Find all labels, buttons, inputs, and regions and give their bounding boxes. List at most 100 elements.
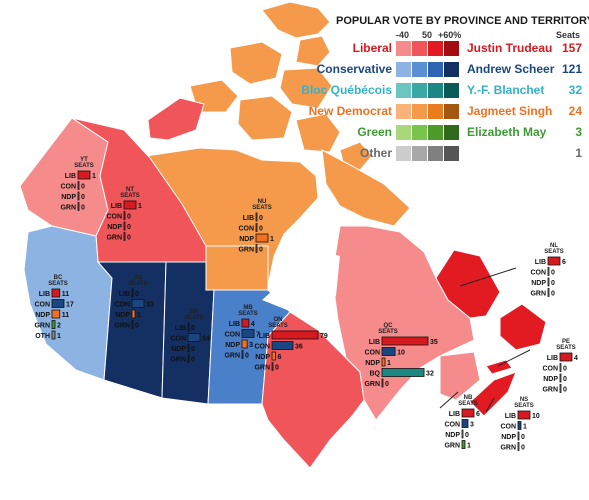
region-pe [485, 359, 513, 375]
seat-value: 10 [397, 350, 405, 357]
seat-value: 11 [62, 291, 70, 298]
seat-bar [547, 288, 550, 297]
party-abbrev: CON [530, 270, 546, 277]
seat-bar [381, 336, 429, 346]
seat-bar [547, 256, 561, 266]
legend-row: Green Elizabeth May 3 [357, 125, 582, 140]
seat-bar [187, 354, 190, 363]
region-name: NB [464, 395, 473, 401]
seat-bar [241, 350, 244, 359]
region-sk [161, 261, 215, 405]
party-abbrev: CON [500, 424, 516, 431]
legend: POPULAR VOTE BY PROVINCE AND TERRITORY -… [301, 15, 589, 161]
legend-row: Conservative Andrew Scheer 121 [317, 62, 582, 77]
seats-label: SEATS [514, 403, 534, 409]
legend-seat-count: 32 [569, 83, 583, 97]
seat-value: 0 [191, 346, 195, 353]
party-abbrev: GRN [364, 381, 380, 388]
seat-value: 0 [127, 235, 131, 242]
seat-bar [77, 202, 80, 211]
party-abbrev: CON [106, 214, 122, 221]
legend-leader-name: Y.-F. Blanchet [467, 83, 544, 97]
region-name: NL [550, 243, 558, 249]
legend-swatch [396, 104, 411, 119]
party-abbrev: NDP [171, 346, 186, 353]
region-name: ON [274, 317, 283, 323]
party-abbrev: BQ [370, 371, 381, 378]
seat-bar [241, 329, 255, 338]
party-abbrev: LIB [39, 291, 50, 298]
seats-label: SEATS [458, 401, 478, 407]
seat-bar [51, 299, 65, 308]
party-abbrev: GRN [170, 357, 186, 364]
party-abbrev: LIB [369, 339, 380, 346]
seat-bar [547, 267, 550, 276]
scale-label-low: -40 [396, 30, 409, 40]
legend-swatch [428, 62, 443, 77]
seat-value: 35 [430, 339, 438, 346]
party-abbrev: NDP [107, 224, 122, 231]
legend-swatch [444, 104, 459, 119]
party-abbrev: NDP [365, 360, 380, 367]
seat-bar [559, 363, 562, 372]
seat-bar [381, 357, 386, 367]
seat-value: 6 [277, 354, 281, 361]
seat-value: 0 [521, 445, 525, 452]
party-abbrev: GRN [444, 443, 460, 450]
seat-value: 0 [127, 214, 131, 221]
seat-value: 0 [563, 376, 567, 383]
seat-bar [241, 339, 248, 349]
legend-party-name: New Democrat [309, 104, 392, 118]
legend-seat-count: 121 [562, 62, 582, 76]
region-name: NT [126, 187, 134, 193]
seats-header: Seats [556, 30, 580, 40]
legend-title: POPULAR VOTE BY PROVINCE AND TERRITORY [336, 15, 589, 27]
legend-swatch [396, 125, 411, 140]
legend-row: Bloc Québécois Y.-F. Blanchet 32 [301, 83, 582, 98]
seat-bar [51, 330, 56, 340]
seat-value: 0 [551, 270, 555, 277]
party-abbrev: OTH [35, 333, 50, 340]
seat-bar [559, 373, 562, 383]
seat-value: 0 [275, 365, 279, 372]
region-name: YT [80, 157, 88, 163]
seat-value: 4 [251, 321, 255, 328]
seat-value: 0 [551, 280, 555, 287]
legend-party-name: Other [360, 146, 392, 160]
seat-value: 0 [385, 381, 389, 388]
party-abbrev: GRN [34, 323, 50, 330]
seat-value: 0 [245, 353, 249, 360]
seat-value: 1 [138, 203, 142, 210]
seat-value: 0 [563, 387, 567, 394]
legend-swatch [444, 62, 459, 77]
seat-bar [51, 288, 61, 298]
seat-value: 0 [465, 432, 469, 439]
party-abbrev: CON [444, 422, 460, 429]
legend-swatch [412, 62, 427, 77]
seat-value: 10 [532, 413, 540, 420]
party-abbrev: LIB [449, 411, 460, 418]
legend-swatch [412, 83, 427, 98]
provinces [19, 117, 547, 469]
seat-bar [131, 320, 134, 329]
region-name: MB [243, 305, 253, 311]
party-abbrev: NDP [115, 312, 130, 319]
party-abbrev: NDP [445, 432, 460, 439]
seat-value: 0 [521, 434, 525, 441]
seats-label: SEATS [120, 193, 140, 199]
party-abbrev: CON [170, 336, 186, 343]
party-abbrev: NDP [543, 376, 558, 383]
seat-value: 6 [476, 411, 480, 418]
seat-value: 1 [57, 333, 61, 340]
region-name: BC [54, 275, 63, 281]
party-abbrev: GRN [530, 291, 546, 298]
arctic-islands [189, 1, 373, 171]
seat-bar [381, 347, 396, 356]
seat-bar [559, 352, 573, 362]
